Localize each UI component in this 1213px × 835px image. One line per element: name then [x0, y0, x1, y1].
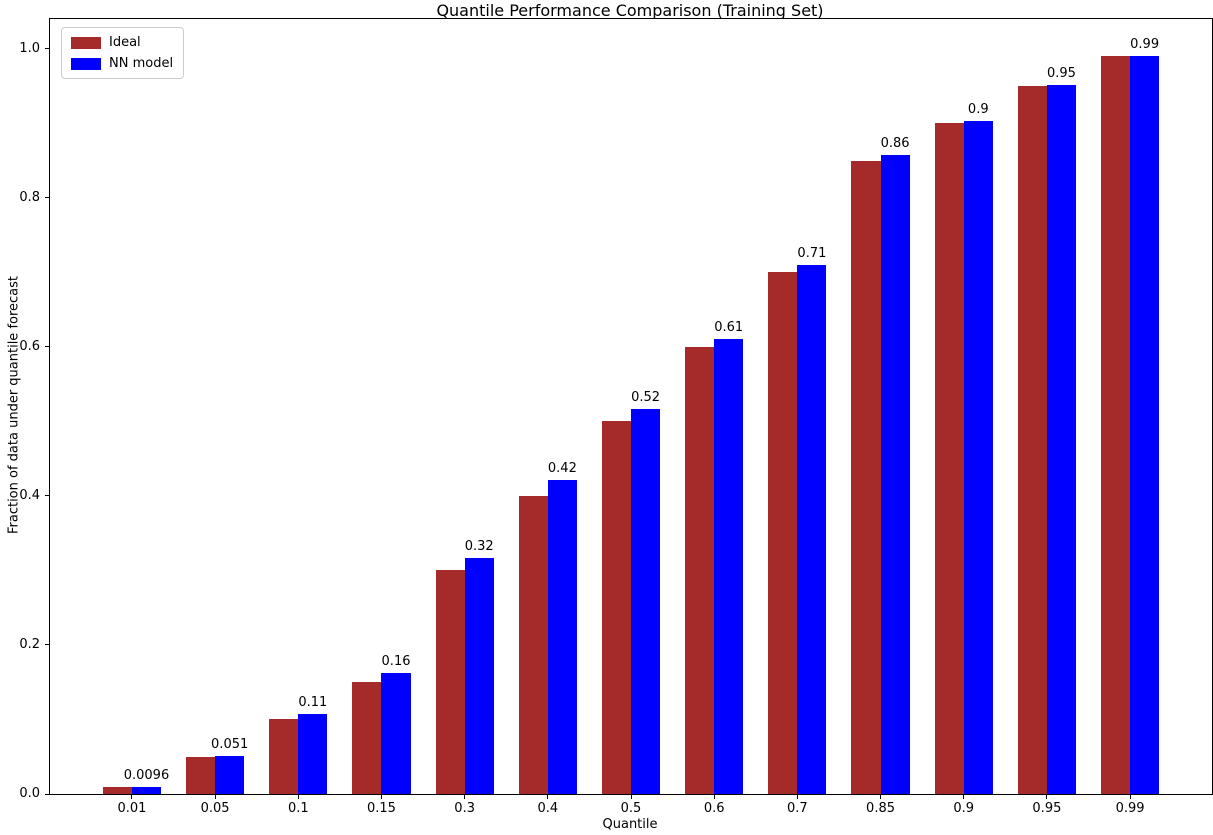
bar-ideal — [352, 682, 382, 794]
x-tick-mark — [1129, 795, 1131, 799]
x-tick-label: 0.1 — [287, 801, 309, 816]
x-tick-label: 0.15 — [366, 801, 396, 816]
bar-nn-model — [298, 714, 328, 794]
legend-label-nn-model: NN model — [109, 56, 174, 71]
x-tick-mark — [963, 795, 965, 799]
y-tick-mark — [45, 644, 49, 646]
y-tick-mark — [45, 197, 49, 199]
bar-value-label: 0.051 — [211, 737, 249, 752]
bar-nn-model — [963, 121, 993, 794]
bar-nn-model — [797, 264, 827, 794]
bar-nn-model — [880, 154, 910, 794]
legend-item-nn-model: NN model — [71, 56, 173, 71]
plot-area: Ideal NN model 0.0 0.2 0.4 0.6 0.8 1.0 0.0096 0… — [19, 18, 1213, 816]
bar-value-label: 0.52 — [631, 389, 661, 405]
bar-ideal — [685, 346, 715, 794]
bar-value-label: 0.71 — [797, 245, 827, 261]
x-tick-label: 0.95 — [1032, 801, 1062, 816]
bar-ideal — [435, 570, 465, 794]
bar-nn-model — [131, 786, 162, 794]
legend-label-ideal: Ideal — [109, 35, 141, 50]
bar-value-label: 0.16 — [381, 653, 411, 669]
bar-nn-model — [631, 408, 661, 794]
x-tick-mark — [380, 795, 382, 799]
bar-value-label: 0.42 — [547, 460, 577, 476]
y-tick-mark — [45, 495, 49, 497]
x-tick-mark — [713, 795, 715, 799]
y-tick-mark — [45, 793, 49, 795]
y-tick-mark — [45, 48, 49, 50]
x-tick-label: 0.99 — [1115, 801, 1145, 816]
x-tick-mark — [630, 795, 632, 799]
legend-swatch-nn-model — [71, 57, 101, 70]
bar-ideal — [1017, 86, 1047, 794]
x-tick-mark — [214, 795, 216, 799]
bar-value-label: 0.99 — [1130, 37, 1160, 53]
x-tick-label: 0.05 — [200, 801, 230, 816]
x-tick-label: 0.6 — [703, 801, 725, 816]
y-tick-mark — [45, 346, 49, 348]
bar-nn-model — [381, 672, 411, 794]
bar-ideal — [518, 495, 548, 794]
y-tick-label: 0.6 — [19, 338, 40, 354]
x-tick-label: 0.5 — [620, 801, 642, 816]
bar-ideal — [185, 756, 216, 794]
bar-ideal — [269, 719, 299, 794]
x-tick-label: 0.01 — [117, 801, 147, 816]
bar-value-label: 0.0096 — [123, 767, 170, 783]
bar-ideal — [102, 786, 132, 794]
bar-value-label: 0.61 — [714, 319, 744, 335]
y-tick-label: 0.2 — [19, 636, 40, 652]
y-tick-label: 0.4 — [19, 487, 40, 503]
x-tick-label: 0.9 — [953, 801, 975, 816]
x-tick-label: 0.4 — [537, 801, 559, 816]
y-tick-label: 1.0 — [19, 40, 40, 56]
x-tick-label: 0.85 — [866, 801, 896, 816]
legend: Ideal NN model — [61, 27, 185, 79]
bar-ideal — [934, 123, 964, 794]
x-tick-mark — [131, 795, 133, 799]
x-tick-mark — [1046, 795, 1048, 799]
bar-nn-model — [714, 338, 744, 794]
bar-ideal — [768, 272, 798, 794]
bar-value-label: 0.32 — [464, 538, 494, 554]
x-tick-mark — [796, 795, 798, 799]
x-tick-mark — [880, 795, 882, 799]
legend-swatch-ideal — [71, 36, 101, 49]
x-tick-label: 0.3 — [454, 801, 475, 816]
x-tick-mark — [464, 795, 466, 799]
bar-ideal — [601, 421, 631, 794]
y-tick-label: 0.8 — [19, 189, 40, 205]
x-tick-label: 0.7 — [787, 801, 808, 816]
legend-item-ideal: Ideal — [71, 35, 173, 50]
bar-nn-model — [1130, 56, 1160, 794]
bar-nn-model — [547, 479, 577, 794]
bar-value-label: 0.95 — [1046, 66, 1076, 82]
bar-value-label: 0.9 — [967, 102, 989, 118]
chart-title: Quantile Performance Comparison (Trainin… — [436, 1, 824, 20]
bar-ideal — [1100, 56, 1131, 794]
bar-nn-model — [464, 557, 494, 794]
y-tick-label: 0.0 — [19, 786, 40, 801]
bar-value-label: 0.11 — [298, 695, 328, 711]
bar-nn-model — [215, 756, 245, 794]
x-tick-mark — [297, 795, 299, 799]
bar-value-label: 0.86 — [880, 135, 910, 151]
bar-ideal — [851, 160, 881, 794]
bar-nn-model — [1046, 85, 1076, 794]
x-axis-label: Quantile — [602, 817, 658, 832]
x-tick-mark — [547, 795, 549, 799]
